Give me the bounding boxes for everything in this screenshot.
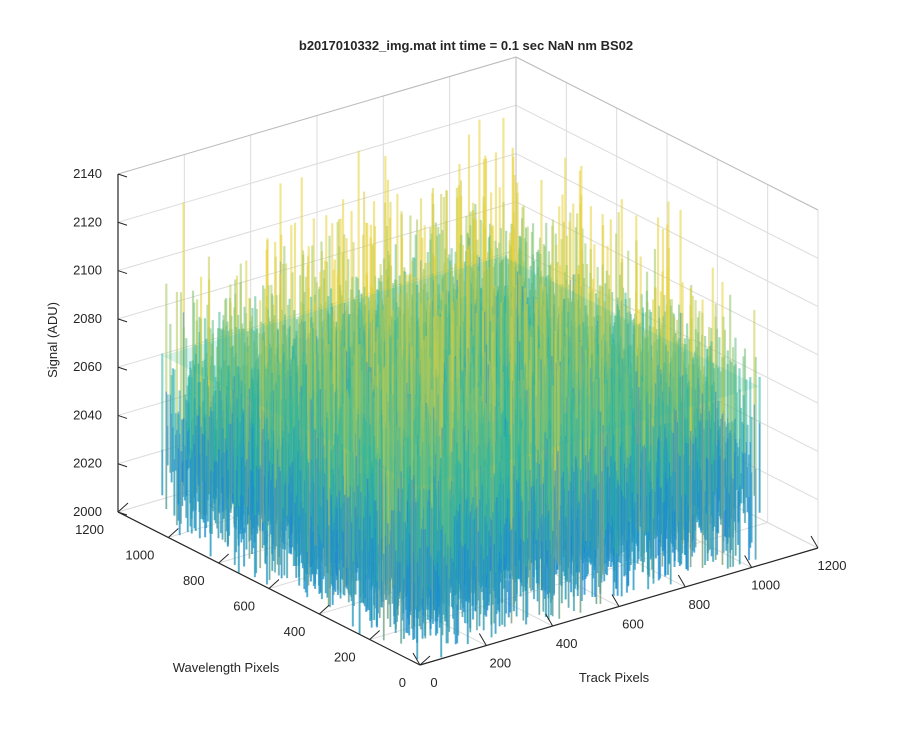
box-edge (117, 56, 517, 175)
surface-plot (161, 117, 761, 660)
chart-title: b2017010332_img.mat int time = 0.1 sec N… (299, 38, 633, 53)
box-edge (515, 56, 819, 211)
